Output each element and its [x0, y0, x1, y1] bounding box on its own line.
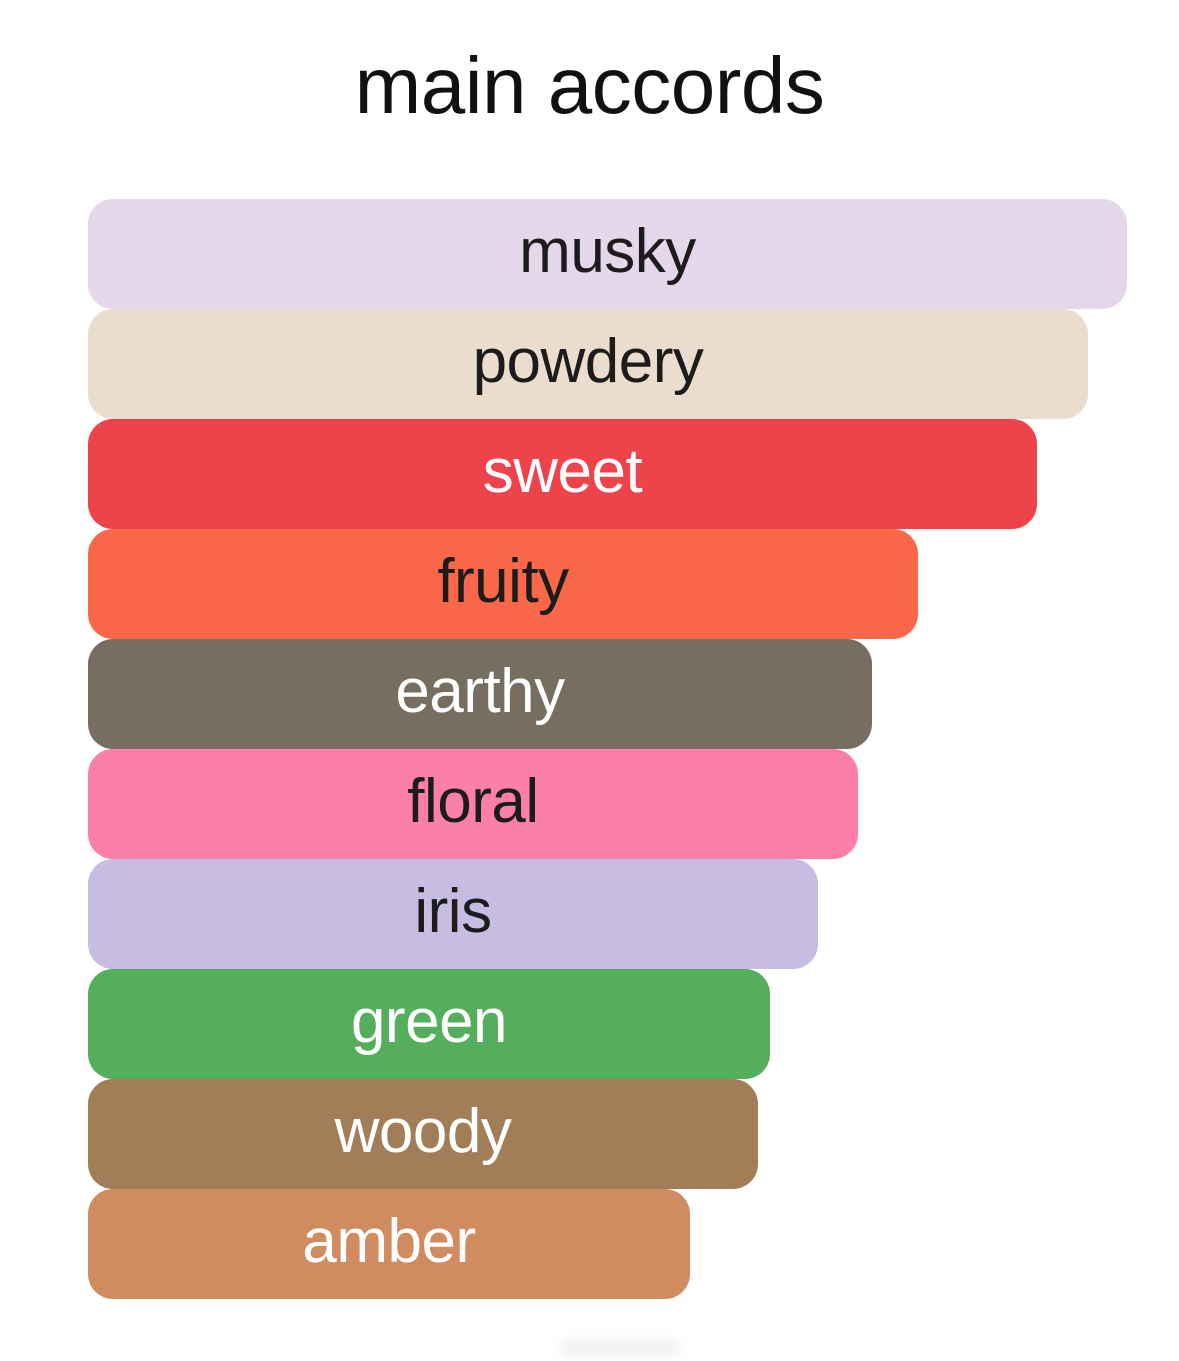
accord-label-sweet: sweet — [482, 437, 643, 506]
accord-bar-musky[interactable]: musky — [88, 199, 1127, 309]
accord-label-floral: floral — [407, 767, 539, 836]
accord-bar-floral[interactable]: floral — [88, 749, 858, 859]
accord-bar-sweet[interactable]: sweet — [88, 419, 1037, 529]
accord-label-powdery: powdery — [472, 327, 704, 396]
page-title: main accords — [354, 41, 825, 130]
accord-label-iris: iris — [414, 877, 492, 946]
accord-bar-amber[interactable]: amber — [88, 1189, 690, 1299]
bottom-shadow-artifact — [560, 1342, 680, 1360]
accord-label-green: green — [350, 987, 508, 1056]
accord-label-musky: musky — [519, 217, 696, 286]
accord-bar-green[interactable]: green — [88, 969, 770, 1079]
accord-label-woody: woody — [334, 1097, 512, 1166]
accord-label-amber: amber — [302, 1207, 476, 1276]
accord-bar-fruity[interactable]: fruity — [88, 529, 918, 639]
accord-bar-earthy[interactable]: earthy — [88, 639, 872, 749]
accord-bar-woody[interactable]: woody — [88, 1079, 758, 1189]
accord-label-fruity: fruity — [437, 547, 569, 616]
accords-bar-chart: musky powdery sweet fruity earthy floral iris g… — [88, 199, 1148, 1300]
accord-bar-powdery[interactable]: powdery — [88, 309, 1088, 419]
accord-bar-iris[interactable]: iris — [88, 859, 818, 969]
accord-label-earthy: earthy — [395, 657, 565, 726]
